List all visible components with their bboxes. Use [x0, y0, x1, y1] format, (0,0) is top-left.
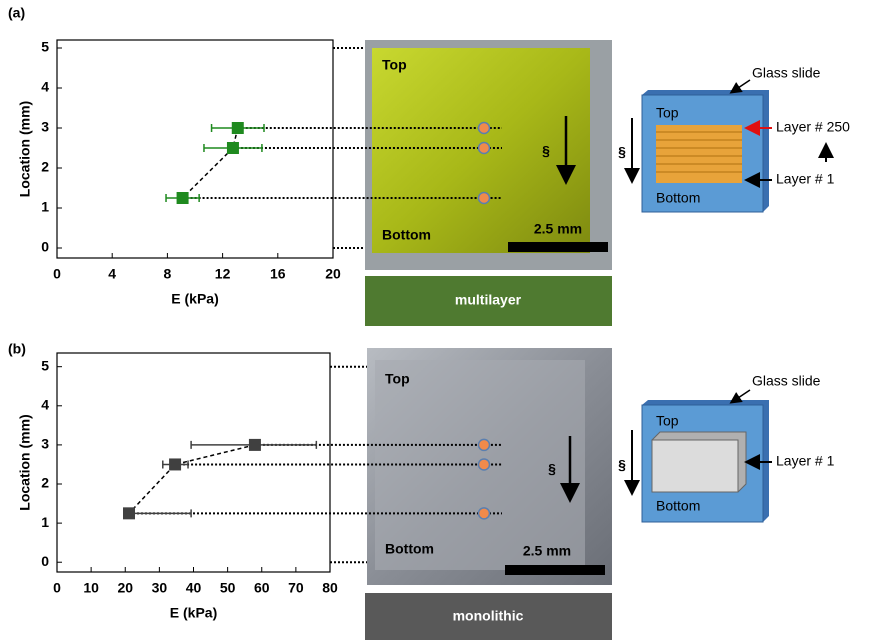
plot-frame — [57, 40, 333, 258]
layer-label: Layer # 1 — [776, 453, 835, 469]
x-axis-label: E (kPa) — [171, 291, 218, 307]
photo-bottom: Bottom — [385, 541, 434, 557]
scale-label: 2.5 mm — [523, 543, 571, 559]
photo-dot — [479, 508, 490, 519]
arrow-label: § — [618, 144, 626, 160]
x-tick-label: 50 — [220, 580, 236, 596]
y-tick-label: 5 — [41, 39, 49, 55]
y-tick-label: 0 — [41, 553, 49, 569]
x-tick-label: 4 — [108, 266, 116, 282]
x-tick-label: 30 — [152, 580, 168, 596]
x-tick-label: 40 — [186, 580, 202, 596]
panel-label: (b) — [8, 341, 26, 357]
slide-label: Glass slide — [752, 65, 821, 81]
scale-label: 2.5 mm — [534, 221, 582, 237]
photo-bottom: Bottom — [382, 227, 431, 243]
marker — [232, 122, 244, 134]
connector — [129, 445, 255, 513]
x-tick-label: 20 — [325, 266, 341, 282]
y-tick-label: 1 — [41, 199, 49, 215]
marker — [177, 192, 189, 204]
panel-label: (a) — [8, 5, 25, 21]
x-tick-label: 16 — [270, 266, 286, 282]
connector — [183, 128, 238, 198]
caption: multilayer — [455, 292, 522, 308]
y-tick-label: 5 — [41, 357, 49, 373]
x-tick-label: 60 — [254, 580, 270, 596]
x-tick-label: 12 — [215, 266, 231, 282]
diagram-top: Top — [656, 105, 679, 121]
marker — [227, 142, 239, 154]
x-tick-label: 10 — [83, 580, 99, 596]
slide-label: Glass slide — [752, 373, 821, 389]
arrow-label: § — [542, 143, 550, 159]
y-tick-label: 1 — [41, 514, 49, 530]
y-axis-label: Location (mm) — [17, 101, 33, 197]
y-tick-label: 4 — [41, 396, 49, 412]
scale-bar — [505, 565, 605, 575]
marker — [169, 458, 181, 470]
arrow-label: § — [548, 461, 556, 477]
y-tick-label: 4 — [41, 79, 49, 95]
x-tick-label: 80 — [322, 580, 338, 596]
photo-top: Top — [382, 57, 407, 73]
arrow-label: § — [618, 457, 626, 473]
y-tick-label: 3 — [41, 436, 49, 452]
photo-dot — [479, 459, 490, 470]
diagram-bottom: Bottom — [656, 498, 700, 514]
marker — [249, 439, 261, 451]
figure: (a) (b) Top Bottom 2.5 mm § multilayer T… — [0, 0, 871, 640]
diagram-top: Top — [656, 413, 679, 429]
layer-label: Layer # 1 — [776, 171, 835, 187]
y-tick-label: 2 — [41, 159, 49, 175]
marker — [123, 507, 135, 519]
x-tick-label: 0 — [53, 580, 61, 596]
diagram-bottom: Bottom — [656, 190, 700, 206]
x-tick-label: 8 — [164, 266, 172, 282]
y-tick-label: 3 — [41, 119, 49, 135]
photo-top: Top — [385, 371, 410, 387]
layer-label: Layer # 250 — [776, 119, 850, 135]
photo-dot — [479, 193, 490, 204]
caption: monolithic — [453, 608, 524, 624]
y-axis-label: Location (mm) — [17, 414, 33, 510]
photo-dot — [479, 439, 490, 450]
photo-dot — [479, 123, 490, 134]
plot-frame — [57, 353, 330, 572]
diagram — [632, 390, 772, 522]
photo-dot — [479, 143, 490, 154]
y-tick-label: 0 — [41, 239, 49, 255]
scale-bar — [508, 242, 608, 252]
layers — [656, 125, 742, 183]
x-axis-label: E (kPa) — [170, 605, 217, 621]
x-tick-label: 0 — [53, 266, 61, 282]
y-tick-label: 2 — [41, 475, 49, 491]
x-tick-label: 70 — [288, 580, 304, 596]
x-tick-label: 20 — [117, 580, 133, 596]
